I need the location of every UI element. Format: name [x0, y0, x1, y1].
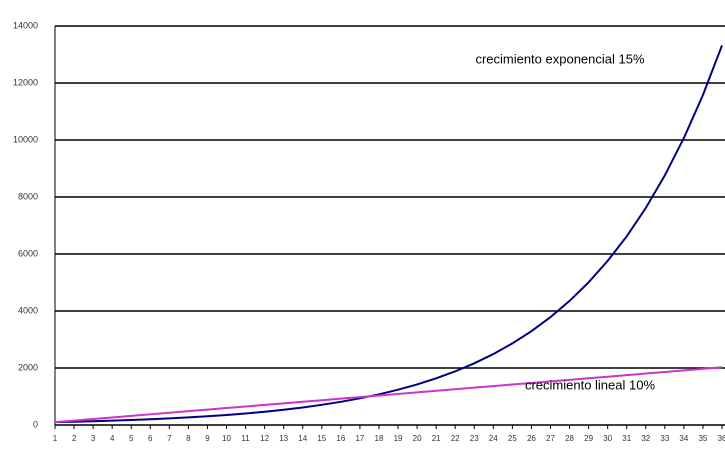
x-tick-label: 21 — [432, 434, 441, 443]
x-tick-label: 23 — [470, 434, 479, 443]
x-tick-label: 36 — [718, 434, 725, 443]
x-tick-label: 13 — [279, 434, 288, 443]
x-tick-label: 4 — [110, 434, 115, 443]
x-tick-label: 26 — [527, 434, 536, 443]
x-tick-label: 17 — [355, 434, 364, 443]
y-tick-label: 2000 — [18, 362, 38, 372]
y-tick-label: 8000 — [18, 191, 38, 201]
x-tick-label: 11 — [241, 434, 250, 443]
y-tick-label: 4000 — [18, 305, 38, 315]
x-tick-label: 32 — [641, 434, 650, 443]
x-tick-label: 14 — [298, 434, 307, 443]
x-tick-label: 27 — [546, 434, 555, 443]
legend-label: crecimiento lineal 10% — [525, 377, 656, 392]
x-tick-label: 25 — [508, 434, 517, 443]
x-tick-label: 24 — [489, 434, 498, 443]
x-tick-label: 1 — [53, 434, 58, 443]
legend-label: crecimiento exponencial 15% — [475, 51, 645, 66]
y-tick-label: 10000 — [13, 134, 38, 144]
x-tick-label: 6 — [148, 434, 153, 443]
y-tick-label: 12000 — [13, 77, 38, 87]
y-tick-label: 14000 — [13, 20, 38, 30]
x-tick-label: 22 — [451, 434, 460, 443]
x-tick-label: 9 — [205, 434, 210, 443]
x-tick-label: 7 — [167, 434, 172, 443]
y-tick-label: 0 — [33, 419, 38, 429]
x-tick-label: 28 — [565, 434, 574, 443]
series-line — [54, 366, 723, 424]
x-tick-label: 31 — [622, 434, 631, 443]
x-tick-label: 12 — [260, 434, 269, 443]
x-tick-label: 20 — [413, 434, 422, 443]
x-tick-label: 33 — [660, 434, 669, 443]
x-tick-label: 35 — [698, 434, 707, 443]
x-tick-label: 3 — [91, 434, 96, 443]
x-tick-label: 19 — [394, 434, 403, 443]
x-tick-label: 10 — [222, 434, 231, 443]
x-tick-label: 29 — [584, 434, 593, 443]
y-tick-label: 6000 — [18, 248, 38, 258]
x-tick-label: 16 — [336, 434, 345, 443]
x-tick-label: 30 — [603, 434, 612, 443]
x-tick-label: 2 — [72, 434, 77, 443]
x-tick-label: 5 — [129, 434, 134, 443]
x-tick-label: 18 — [375, 434, 384, 443]
x-tick-label: 34 — [679, 434, 688, 443]
x-tick-label: 8 — [186, 434, 191, 443]
x-tick-label: 15 — [317, 434, 326, 443]
series-line — [54, 45, 723, 424]
